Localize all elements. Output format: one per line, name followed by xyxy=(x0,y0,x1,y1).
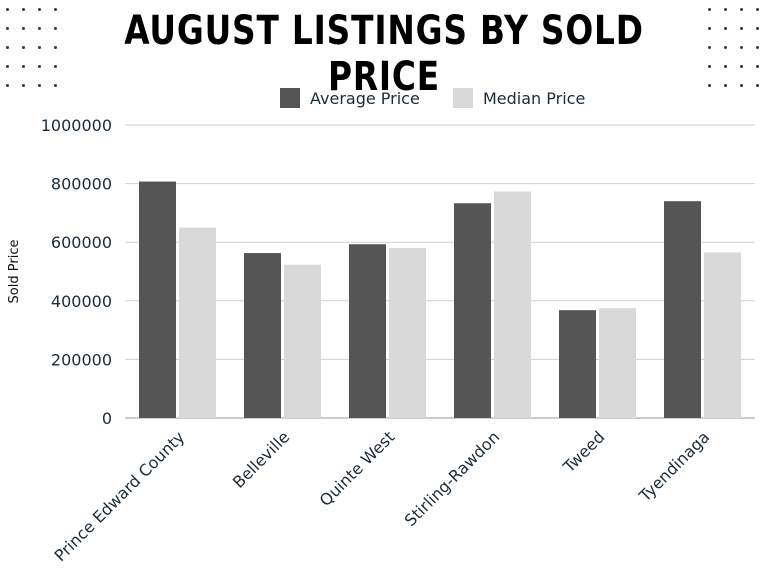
decorative-dot xyxy=(724,46,727,49)
decorative-dot xyxy=(756,8,759,11)
decorative-dot xyxy=(708,46,711,49)
decorative-dot xyxy=(6,46,9,49)
decorative-dot xyxy=(708,27,711,30)
chart-title: AUGUST LISTINGS BY SOLD PRICE xyxy=(124,8,644,100)
bar-median xyxy=(179,227,216,418)
decorative-dot xyxy=(54,46,57,49)
bar-median xyxy=(599,308,636,418)
decorative-dot xyxy=(708,65,711,68)
bar-average xyxy=(664,201,701,418)
decorative-dot xyxy=(708,8,711,11)
y-tick-label: 1000000 xyxy=(41,116,112,135)
bar-median xyxy=(704,252,741,418)
decorative-dot xyxy=(740,27,743,30)
legend-label: Median Price xyxy=(483,89,585,108)
y-axis-label: Sold Price xyxy=(7,240,22,304)
x-tick-label: Stirling-Rawdon xyxy=(401,427,504,530)
legend-swatch xyxy=(280,88,300,108)
decorative-dot xyxy=(740,8,743,11)
decorative-dot xyxy=(38,65,41,68)
decorative-dot xyxy=(54,65,57,68)
y-tick-label: 600000 xyxy=(51,233,112,252)
decorative-dot xyxy=(38,46,41,49)
decorative-dot xyxy=(22,8,25,11)
bar-average xyxy=(139,181,176,418)
bar-median xyxy=(494,191,531,418)
decorative-dot xyxy=(38,27,41,30)
decorative-dot xyxy=(756,84,759,87)
decorative-dots-left xyxy=(6,8,66,98)
bar-median xyxy=(389,248,426,418)
decorative-dot xyxy=(54,84,57,87)
legend-label: Average Price xyxy=(310,89,420,108)
y-tick-label: 0 xyxy=(102,409,112,428)
decorative-dot xyxy=(22,46,25,49)
decorative-dot xyxy=(756,46,759,49)
bar-average xyxy=(244,253,281,418)
decorative-dot xyxy=(756,65,759,68)
y-tick-label: 800000 xyxy=(51,175,112,194)
decorative-dot xyxy=(22,84,25,87)
x-tick-label: Tweed xyxy=(559,427,609,477)
decorative-dot xyxy=(6,65,9,68)
y-tick-label: 200000 xyxy=(51,350,112,369)
decorative-dot xyxy=(724,84,727,87)
decorative-dot xyxy=(756,27,759,30)
decorative-dot xyxy=(6,84,9,87)
x-tick-label: Prince Edward County xyxy=(50,427,188,565)
decorative-dot xyxy=(54,8,57,11)
decorative-dots-right xyxy=(708,8,768,98)
bar-average xyxy=(559,310,596,418)
x-tick-label: Tyendinaga xyxy=(635,427,714,506)
decorative-dot xyxy=(22,65,25,68)
bar-average xyxy=(454,203,491,418)
decorative-dot xyxy=(38,84,41,87)
bar-median xyxy=(284,264,321,418)
decorative-dot xyxy=(740,46,743,49)
decorative-dot xyxy=(724,8,727,11)
legend-swatch xyxy=(453,88,473,108)
bar-average xyxy=(349,244,386,418)
x-tick-label: Belleville xyxy=(229,427,293,491)
decorative-dot xyxy=(6,27,9,30)
decorative-dot xyxy=(740,65,743,68)
decorative-dot xyxy=(54,27,57,30)
decorative-dot xyxy=(724,65,727,68)
decorative-dot xyxy=(724,27,727,30)
x-tick-label: Quinte West xyxy=(316,427,399,510)
decorative-dot xyxy=(38,8,41,11)
y-tick-label: 400000 xyxy=(51,292,112,311)
decorative-dot xyxy=(740,84,743,87)
decorative-dot xyxy=(6,8,9,11)
decorative-dot xyxy=(22,27,25,30)
decorative-dot xyxy=(708,84,711,87)
